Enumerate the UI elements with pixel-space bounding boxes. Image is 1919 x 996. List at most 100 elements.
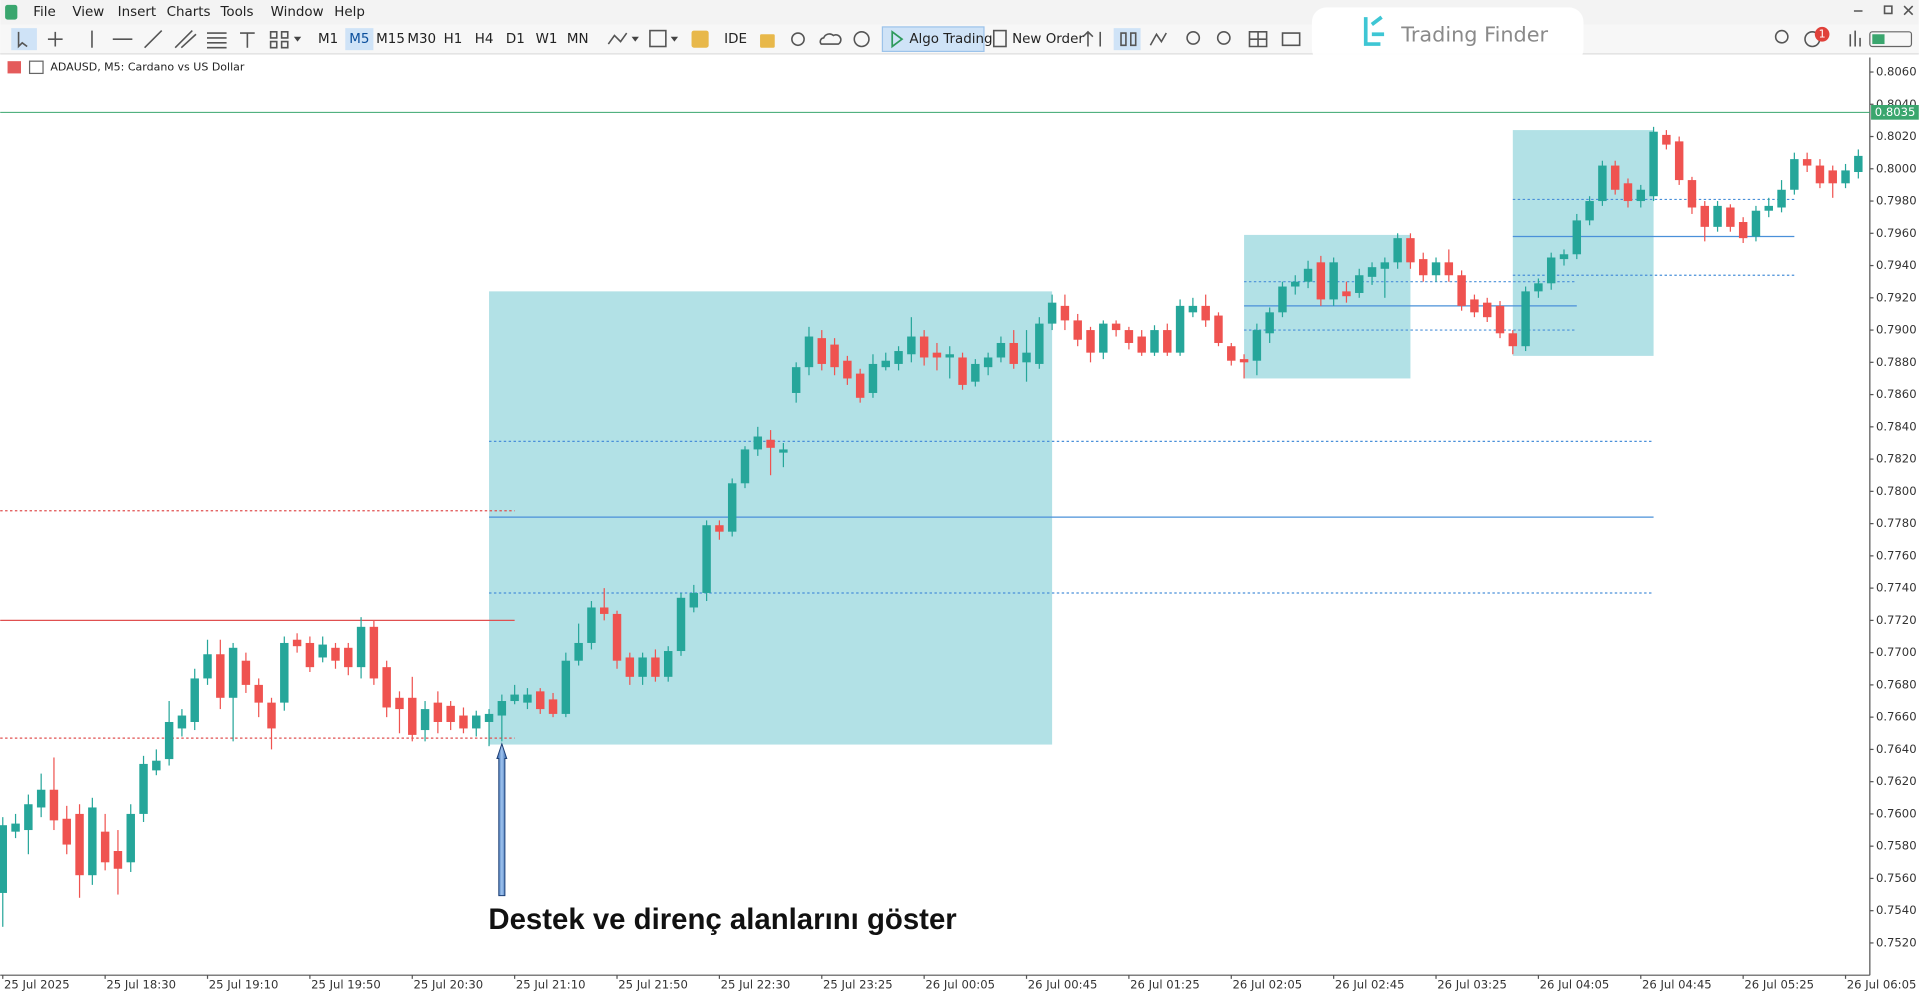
timeframe-button[interactable]: W1 (536, 32, 558, 47)
window-controls[interactable] (1853, 5, 1914, 16)
candle-body (638, 657, 647, 677)
menu-item[interactable]: View (72, 5, 104, 20)
y-tick-label: 0.8060 (1876, 65, 1917, 79)
toolbar-icons (11, 5, 1914, 64)
tile-icon[interactable] (1248, 31, 1268, 48)
algo-trading-button[interactable] (881, 26, 985, 53)
candle-body (0, 825, 7, 893)
shapes-dropdown[interactable] (293, 36, 302, 42)
timeframe-button[interactable]: H1 (444, 32, 463, 47)
fibo-tool[interactable] (206, 32, 227, 49)
notification-count: 1 (1819, 27, 1826, 40)
shapes-tool[interactable] (269, 31, 289, 49)
menu-item[interactable]: Insert (118, 5, 157, 20)
template-dropdown[interactable] (670, 36, 679, 42)
y-tick-label: 0.7720 (1876, 613, 1917, 627)
candle-body (971, 363, 980, 382)
cursor-tool-bg[interactable] (11, 28, 37, 51)
candle-body (1662, 134, 1671, 145)
candle-body (548, 699, 558, 714)
vps-icon[interactable] (853, 31, 870, 48)
candle-body (1239, 359, 1249, 363)
menu-item[interactable]: File (33, 5, 56, 20)
new-order-icon[interactable] (992, 29, 1007, 48)
candle-body (254, 684, 263, 703)
y-tick-label: 0.7620 (1876, 774, 1917, 788)
current-price-label: 0.8035 (1875, 105, 1916, 119)
indicator-dropdown[interactable] (631, 36, 639, 42)
candle-body (740, 449, 750, 484)
timeframe-button[interactable]: MN (567, 32, 589, 47)
y-tick-label: 0.7660 (1876, 710, 1917, 724)
candle-body (1073, 320, 1082, 340)
current-price-box (1871, 105, 1919, 120)
menu-item[interactable]: Tools (219, 5, 253, 20)
zoom-out-icon[interactable] (1216, 31, 1231, 45)
cursor-tool[interactable] (17, 31, 28, 49)
candle-body (408, 697, 417, 735)
menu-item[interactable]: Charts (167, 5, 211, 20)
candle-body (651, 657, 660, 677)
candle-body (510, 694, 519, 702)
zone (489, 291, 1053, 745)
candle-body (1111, 323, 1121, 331)
algo-trading-label[interactable]: Algo Trading (909, 32, 992, 47)
candle-body (1278, 286, 1287, 313)
search-icon[interactable] (1774, 29, 1789, 44)
candle-body (420, 709, 430, 731)
candle-body (830, 344, 839, 368)
candle-body (523, 694, 532, 703)
brand-badge (1311, 7, 1584, 64)
crosshair-tool[interactable] (47, 31, 63, 47)
candle-body (779, 449, 788, 453)
timeframe-button[interactable]: M1 (318, 32, 338, 47)
app-icon (5, 4, 18, 20)
new-order-label[interactable]: New Order (1012, 32, 1084, 47)
timeframe-button[interactable]: H4 (475, 32, 494, 47)
candles-icon[interactable] (1120, 32, 1137, 47)
channel-tool[interactable] (174, 30, 197, 49)
x-tick-label: 25 Jul 18:30 (106, 977, 176, 991)
menu-item[interactable]: Window (271, 5, 324, 20)
candle-body (1534, 283, 1543, 292)
candle-body (267, 702, 276, 729)
market-icon[interactable] (691, 30, 709, 48)
candle-body (1700, 205, 1709, 227)
zoom-in-icon[interactable] (1186, 31, 1201, 45)
candle-body (24, 804, 33, 831)
ide-button[interactable]: IDE (724, 32, 747, 47)
timeframe-button[interactable]: D1 (506, 32, 525, 47)
candle-body (1175, 305, 1185, 353)
template-tool[interactable] (649, 29, 667, 48)
candle-body (1227, 346, 1236, 361)
signal-icon[interactable] (791, 32, 805, 47)
candle-body (561, 660, 571, 714)
timeframe-button[interactable]: M15 (376, 32, 405, 47)
trendline-tool[interactable] (144, 30, 163, 49)
chart-title: ADAUSD, M5: Cardano vs US Dollar (50, 60, 245, 73)
y-tick-label: 0.7680 (1876, 677, 1917, 691)
timeframe-button[interactable]: M30 (407, 32, 436, 47)
candle-body (689, 592, 699, 608)
menu-item[interactable]: Help (334, 5, 365, 20)
candle-body (318, 644, 327, 658)
indicator-tool[interactable] (607, 32, 628, 45)
text-tool[interactable] (240, 32, 255, 48)
lock-icon[interactable] (760, 34, 775, 48)
candle-body (932, 352, 942, 358)
notification-badge[interactable] (1814, 26, 1830, 42)
y-tick-label: 0.7560 (1876, 871, 1917, 885)
candle-body (612, 613, 622, 661)
depth-icon[interactable] (1082, 30, 1102, 47)
line-chart-icon[interactable] (1149, 32, 1167, 46)
candle-body (1470, 299, 1479, 313)
timeframe-button[interactable]: M5 (349, 32, 369, 47)
candle-body (1137, 336, 1146, 353)
cloud-icon[interactable] (819, 33, 842, 45)
autoscroll-icon[interactable] (1281, 32, 1301, 47)
candle-body (1367, 267, 1377, 277)
candle-body (228, 647, 238, 698)
candle-body (1444, 262, 1454, 276)
